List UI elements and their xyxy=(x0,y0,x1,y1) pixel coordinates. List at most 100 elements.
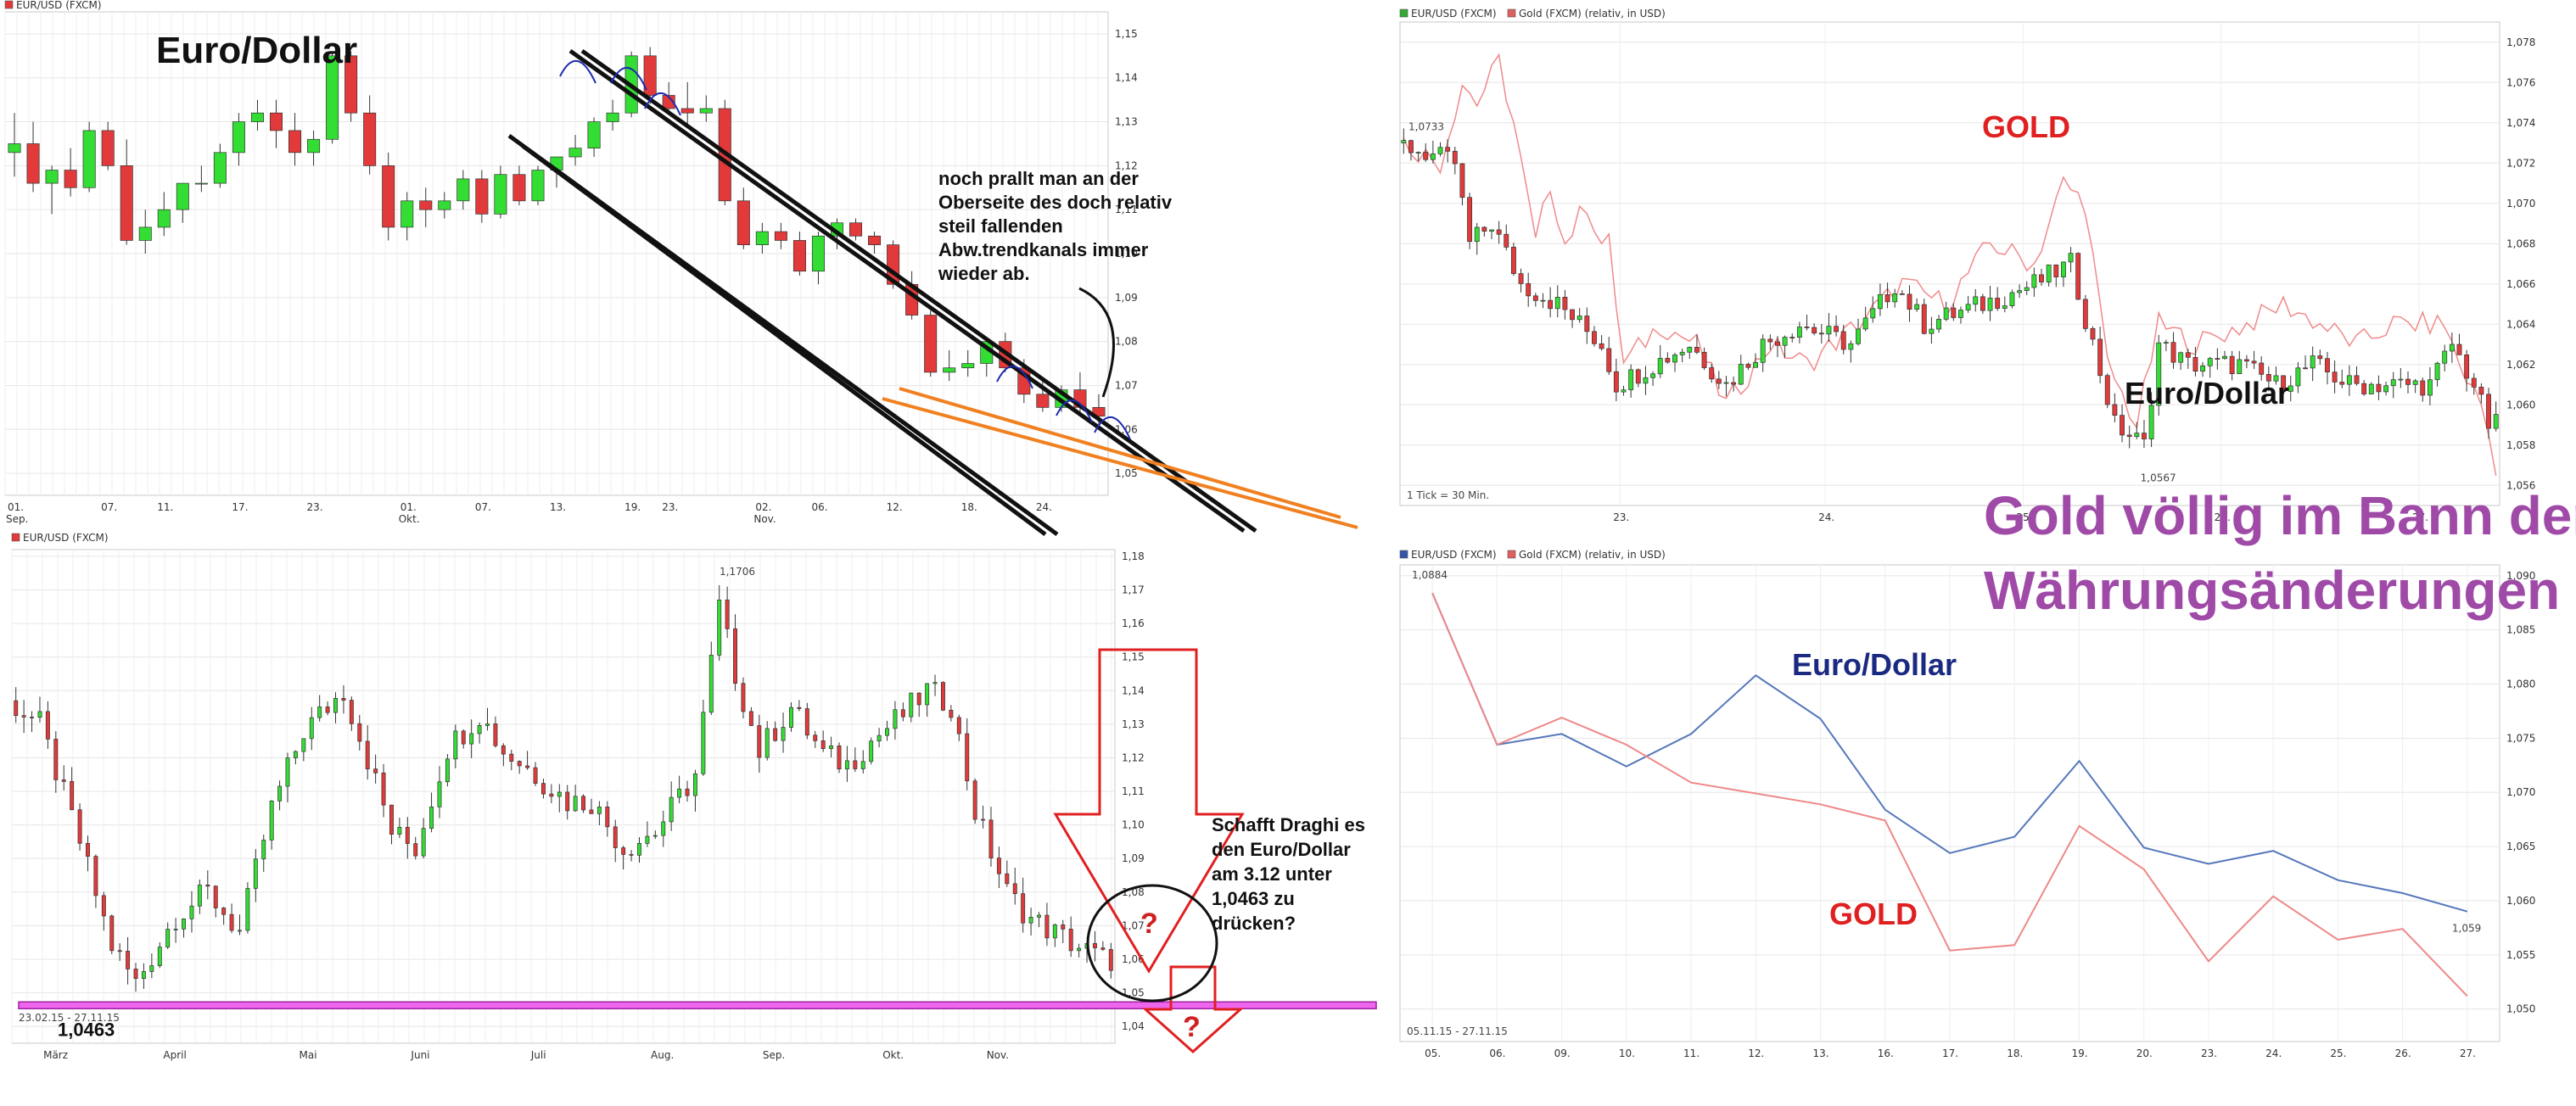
touch-arc xyxy=(1056,399,1093,423)
candle-body xyxy=(238,930,242,932)
candle-body xyxy=(1061,924,1066,930)
candle-body xyxy=(381,772,386,806)
x-tick-label: 23. xyxy=(1613,511,1629,523)
y-tick-label: 1,070 xyxy=(2506,198,2535,209)
x-tick-label: 17. xyxy=(232,501,248,513)
x-tick-label: Sep. xyxy=(763,1049,785,1061)
date-range-label: 05.11.15 - 27.11.15 xyxy=(1407,1025,1508,1037)
candle-body xyxy=(1599,343,1604,349)
candle-body xyxy=(2281,375,2287,392)
x-tick-label: 11. xyxy=(157,501,173,513)
candle-body xyxy=(2068,253,2074,263)
y-tick-label: 1,15 xyxy=(1115,28,1138,40)
candle-body xyxy=(2112,404,2118,416)
y-tick-label: 1,050 xyxy=(2506,1003,2535,1015)
candle-body xyxy=(2009,292,2015,306)
candle-body xyxy=(637,843,641,856)
candle-body xyxy=(2317,355,2323,360)
candle-body xyxy=(549,793,554,797)
y-tick-label: 1,05 xyxy=(1115,467,1138,479)
candle-body xyxy=(708,655,714,713)
panel-3-eurusd-gold-30min: EUR/USD (FXCM) Gold (FXCM) (relativ, in U… xyxy=(1399,8,2535,523)
y-tick-label: 1,09 xyxy=(1122,852,1145,864)
candle-body xyxy=(1108,949,1113,971)
y-tick-label: 1,12 xyxy=(1115,159,1138,171)
legend-swatch xyxy=(4,0,14,9)
candle-body xyxy=(1921,304,1927,334)
candle-body xyxy=(1995,298,2001,309)
candle-body xyxy=(301,738,306,752)
candle-body xyxy=(1496,229,1502,235)
candle-body xyxy=(341,697,346,701)
candle-body xyxy=(1570,309,1575,321)
candle-body xyxy=(2251,360,2257,364)
candle-body xyxy=(1489,229,1494,232)
candle-body xyxy=(317,707,322,718)
candle-body xyxy=(733,628,738,684)
candle-body xyxy=(1870,308,1876,319)
candle-body xyxy=(2405,378,2411,385)
y-tick-label: 1,14 xyxy=(1122,684,1145,696)
candle-body xyxy=(189,905,194,919)
y-tick-label: 1,09 xyxy=(1115,292,1138,304)
candle-body xyxy=(932,682,938,684)
gold-series-text: GOLD xyxy=(1829,897,1918,931)
candle-body xyxy=(1540,299,1546,302)
candle-body xyxy=(1401,140,1407,143)
candle-body xyxy=(2376,383,2382,393)
candle-body xyxy=(1907,293,1912,310)
candle-body xyxy=(389,804,394,835)
candle-body xyxy=(493,723,498,746)
candle-body xyxy=(494,174,507,215)
candle-body xyxy=(725,600,730,629)
candle-body xyxy=(2207,358,2213,366)
x-tick-label: 23. xyxy=(662,501,678,513)
legend-swatch xyxy=(1399,550,1408,559)
candle-body xyxy=(972,780,977,820)
candle-body xyxy=(1643,377,1649,384)
candle-body xyxy=(325,707,330,713)
x-tick-sublabel: Nov. xyxy=(753,513,776,525)
x-tick-label: Okt. xyxy=(882,1049,904,1061)
candle-body xyxy=(2310,355,2316,369)
annotation-line: Abw.trendkanals immer xyxy=(938,239,1149,260)
start-value-label: 1,0884 xyxy=(1412,569,1448,581)
candle-body xyxy=(397,827,402,835)
candle-body xyxy=(820,740,826,749)
x-tick-label: 18. xyxy=(2007,1047,2023,1059)
candle-body xyxy=(461,730,466,745)
candle-body xyxy=(774,231,787,241)
candle-body xyxy=(1848,343,1854,350)
candle-body xyxy=(2097,338,2103,377)
candle-body xyxy=(2024,287,2030,292)
candle-body xyxy=(2178,352,2184,363)
candle-body xyxy=(293,751,298,758)
candle-body xyxy=(2031,274,2037,288)
candle-body xyxy=(421,828,426,857)
candle-body xyxy=(157,947,162,966)
candle-body xyxy=(2420,380,2426,396)
candle-body xyxy=(2339,382,2345,385)
candle-body xyxy=(2185,352,2191,358)
candle-body xyxy=(885,728,889,736)
candle-body xyxy=(197,885,202,907)
candle-body xyxy=(2002,305,2008,309)
candle-body xyxy=(2082,299,2088,329)
candle-body xyxy=(141,971,146,979)
support-line xyxy=(899,387,1341,519)
candle-body xyxy=(1767,338,1773,343)
candle-body xyxy=(748,711,753,726)
touch-arc xyxy=(644,92,681,116)
y-tick-label: 1,08 xyxy=(1115,336,1138,348)
date-range-label: 23.02.15 - 27.11.15 xyxy=(19,1012,120,1024)
candle-body xyxy=(1562,296,1568,310)
candle-body xyxy=(2303,367,2308,370)
x-tick-label: 24. xyxy=(1036,501,1052,513)
candle-body xyxy=(1452,150,1458,165)
candle-body xyxy=(876,735,882,742)
candle-body xyxy=(8,143,21,154)
candle-body xyxy=(909,692,914,718)
candle-body xyxy=(1068,929,1073,952)
support-line xyxy=(882,397,1358,529)
candle-body xyxy=(965,733,970,782)
